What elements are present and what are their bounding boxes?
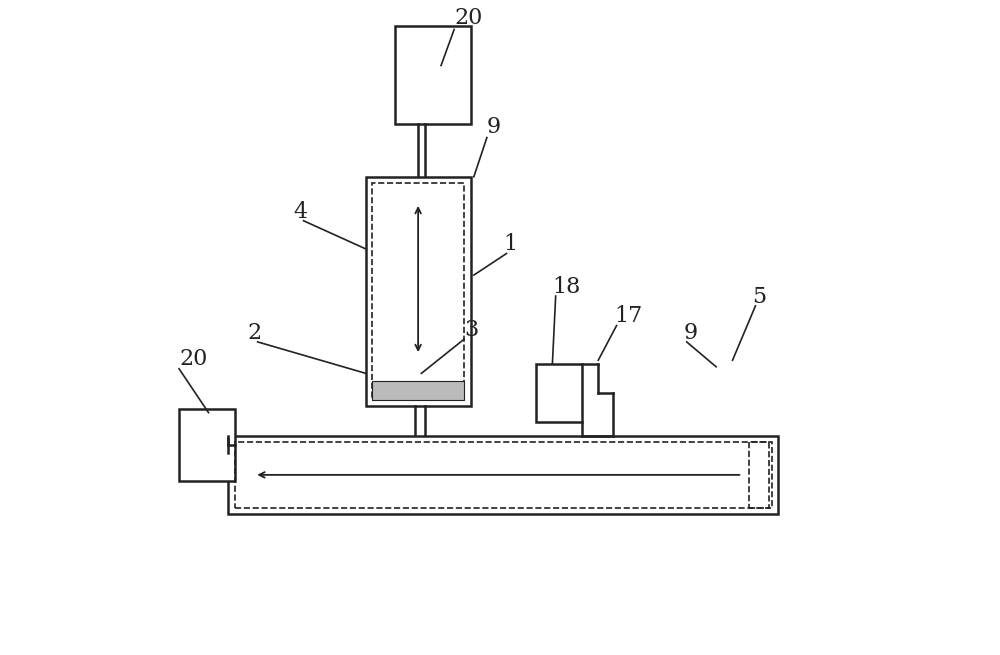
- Bar: [179, 409, 235, 481]
- Bar: [366, 177, 471, 406]
- Bar: [536, 364, 582, 422]
- Bar: [235, 442, 772, 508]
- Bar: [395, 26, 471, 124]
- Text: 17: 17: [615, 305, 643, 328]
- Text: 20: 20: [454, 7, 483, 29]
- Text: 9: 9: [487, 115, 501, 138]
- Text: 9: 9: [683, 322, 698, 344]
- Text: 1: 1: [503, 233, 517, 255]
- Text: 20: 20: [179, 348, 207, 370]
- Text: 18: 18: [552, 276, 581, 298]
- Bar: [749, 442, 769, 508]
- Text: 3: 3: [464, 318, 478, 341]
- Bar: [228, 436, 778, 514]
- Text: 4: 4: [294, 200, 308, 223]
- Text: 2: 2: [248, 322, 262, 344]
- Bar: [372, 381, 464, 400]
- Bar: [372, 183, 464, 400]
- Text: 5: 5: [752, 286, 766, 308]
